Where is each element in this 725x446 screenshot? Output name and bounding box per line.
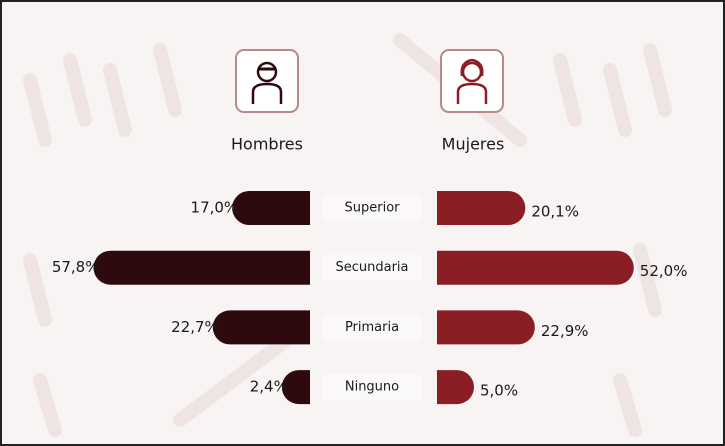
category-bg — [322, 374, 422, 401]
women-icon — [440, 49, 504, 113]
value-label: 22,7% — [171, 318, 219, 336]
value-label: 22,9% — [541, 322, 589, 340]
category-label: Superior — [345, 201, 401, 216]
bar — [93, 250, 310, 285]
bar — [212, 310, 310, 345]
bar — [437, 370, 474, 405]
category-label: Primaria — [345, 320, 399, 335]
background-pattern — [23, 33, 672, 437]
category-label: Ninguno — [345, 380, 399, 395]
bar — [437, 250, 634, 285]
legend-label: Mujeres — [442, 135, 505, 154]
men-icon — [235, 49, 299, 113]
value-label: 2,4% — [250, 378, 288, 396]
value-label: 52,0% — [640, 262, 688, 280]
bar — [437, 191, 526, 225]
legend-label: Hombres — [231, 135, 303, 154]
category-bg — [322, 314, 422, 341]
bar — [232, 191, 310, 225]
bar — [281, 370, 310, 405]
category-bg — [322, 195, 422, 221]
value-label: 17,0% — [191, 199, 239, 217]
value-label: 20,1% — [531, 203, 579, 221]
bar — [437, 310, 535, 345]
value-label: 57,8% — [52, 258, 100, 276]
category-bg — [322, 254, 422, 281]
value-label: 5,0% — [480, 382, 518, 400]
category-label: Secundaria — [335, 260, 408, 275]
